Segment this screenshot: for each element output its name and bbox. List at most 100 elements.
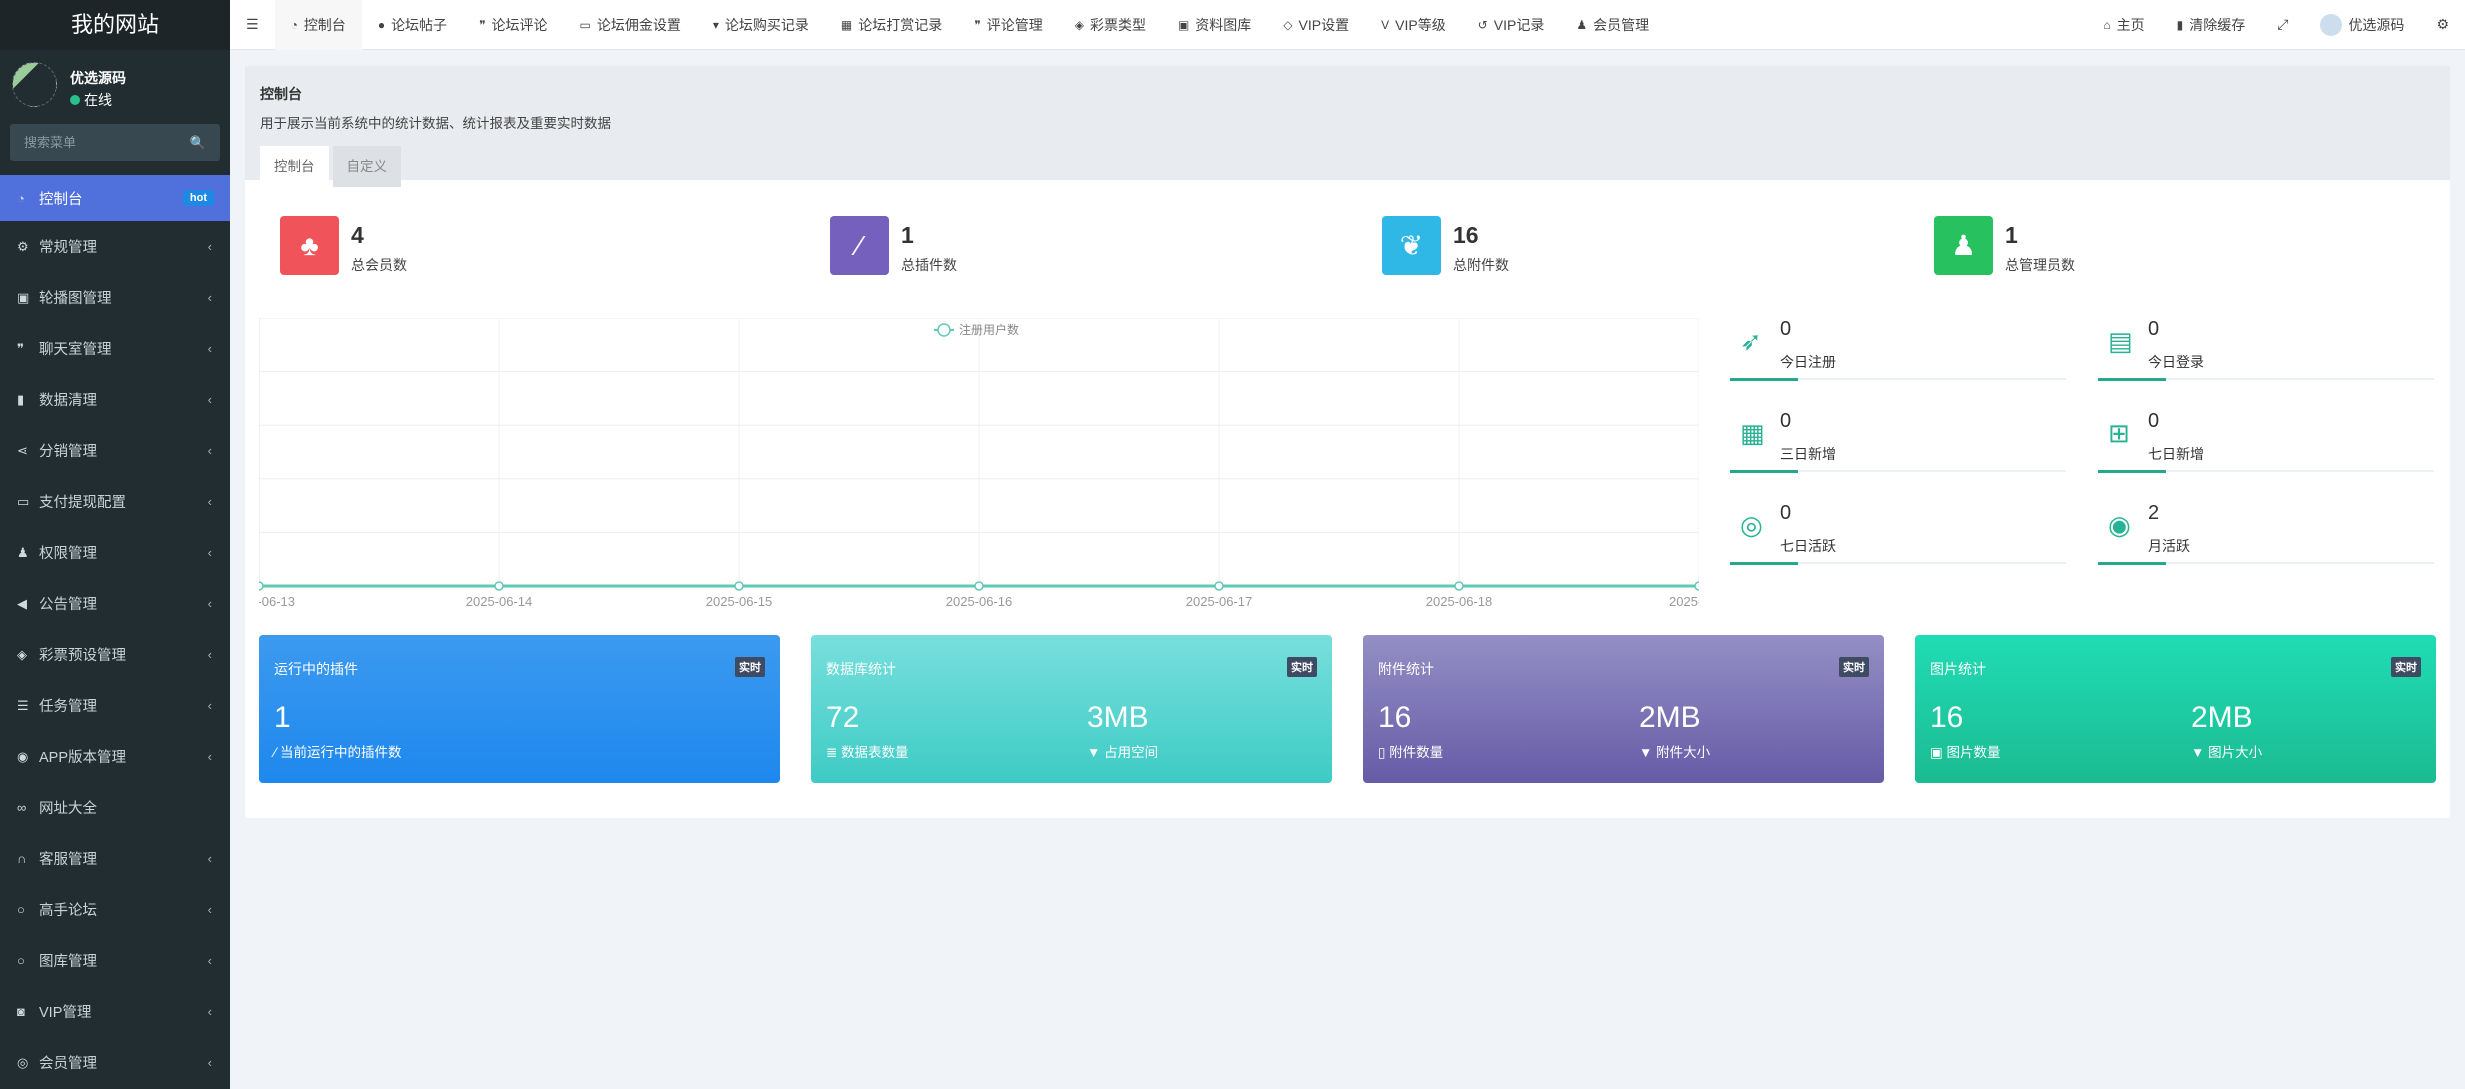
- stat-card: 图片统计 实时 16 ▣ 图片数量 2MB ▼ 图片大小: [1915, 635, 2436, 783]
- menu-toggle-button[interactable]: ☰: [246, 16, 259, 32]
- sidebar-item-label: APP版本管理: [39, 750, 127, 766]
- sidebar-item[interactable]: ▭ 支付提现配置 ‹: [0, 476, 230, 527]
- sidebar-item[interactable]: ◙ VIP管理 ‹: [0, 986, 230, 1037]
- clear-cache-label: 清除缓存: [2189, 16, 2246, 33]
- topnav-tab-label: 会员管理: [1593, 16, 1650, 33]
- sidebar-item-label: 支付提现配置: [39, 495, 126, 511]
- x-tick-label: 2025-06-16: [946, 594, 1013, 609]
- user-status: 在线: [70, 90, 112, 110]
- group-icon: ♟: [17, 544, 29, 560]
- stat-box: ♣ 4 总会员数: [280, 216, 407, 275]
- topnav-tab[interactable]: ◈ 彩票类型: [1059, 0, 1162, 50]
- topnav-tab[interactable]: ↺ VIP记录: [1462, 0, 1561, 50]
- card-label-text: 附件大小: [1656, 745, 1711, 760]
- data-point: [974, 581, 984, 591]
- chevron-left-icon: ‹: [207, 443, 212, 458]
- tab-dashboard[interactable]: 控制台: [260, 146, 329, 187]
- card-label-2: ▼ 占用空间: [1087, 741, 1158, 761]
- topnav-tab[interactable]: V VIP等级: [1365, 0, 1462, 50]
- sidebar-item[interactable]: ◎ 会员管理 ‹: [0, 1037, 230, 1088]
- expand-icon: ⤢: [2277, 16, 2289, 32]
- card-title: 附件统计: [1378, 661, 1434, 677]
- topnav-tab[interactable]: ❞ 论坛评论: [463, 0, 563, 50]
- sidebar-item[interactable]: ▣ 轮播图管理 ‹: [0, 272, 230, 323]
- sidebar-item[interactable]: ◈ 彩票预设管理 ‹: [0, 629, 230, 680]
- sidebar-item[interactable]: ○ 图库管理 ‹: [0, 935, 230, 986]
- clear-cache-button[interactable]: ▮ 清除缓存: [2161, 0, 2262, 50]
- topnav-tab[interactable]: ▣ 资料图库: [1162, 0, 1267, 50]
- topnav-tab-label: VIP等级: [1395, 16, 1446, 33]
- data-point: [259, 581, 264, 591]
- page-tabs: 控制台 自定义: [260, 146, 2435, 187]
- sidebar-item[interactable]: ∞ 网址大全: [0, 782, 230, 833]
- card-value: 1: [274, 701, 291, 734]
- topnav-tab[interactable]: ▾ 论坛购买记录: [697, 0, 825, 50]
- sidebar-item[interactable]: ○ 高手论坛 ‹: [0, 884, 230, 935]
- stat-value: 1: [901, 222, 914, 248]
- trash-icon: ▮: [2176, 17, 2184, 32]
- site-logo[interactable]: 我的网站: [0, 0, 230, 50]
- menu-search-input[interactable]: 搜索菜单 🔍: [10, 124, 220, 161]
- sidebar-item[interactable]: ⋖ 分销管理 ‹: [0, 425, 230, 476]
- stat-text: 1 总插件数: [889, 216, 957, 275]
- chevron-left-icon: ‹: [207, 341, 212, 356]
- database-icon: ≣: [826, 745, 842, 760]
- user-circle-icon: ◎: [1740, 510, 1763, 540]
- page-title: 控制台: [260, 86, 302, 102]
- side-stat-label: 七日新增: [2148, 446, 2204, 462]
- sidebar-item[interactable]: ◔ 控制台 hot: [0, 175, 230, 221]
- sidebar-item-label: 图库管理: [39, 954, 97, 970]
- home-link[interactable]: ⌂ 主页: [2087, 0, 2160, 50]
- link-icon: ∞: [17, 800, 27, 815]
- chevron-left-icon: ‹: [207, 1055, 212, 1070]
- gear-icon: ⚙: [2436, 16, 2449, 32]
- topnav-tab[interactable]: ▦ 论坛打赏记录: [825, 0, 958, 50]
- card-label-text: 当前运行中的插件数: [280, 745, 402, 760]
- card-label: ≣ 数据表数量: [826, 741, 909, 761]
- topnav-tab[interactable]: ◇ VIP设置: [1267, 0, 1365, 50]
- card-label: ⁄ 当前运行中的插件数: [274, 741, 402, 761]
- stat-value: 16: [1453, 222, 1479, 248]
- sidebar-item-label: 客服管理: [39, 852, 97, 868]
- topnav-tab-label: VIP设置: [1298, 16, 1350, 33]
- sidebar-item[interactable]: ❞ 聊天室管理 ‹: [0, 323, 230, 374]
- settings-button[interactable]: ⚙: [2420, 0, 2465, 50]
- stat-card: 运行中的插件 实时 1 ⁄ 当前运行中的插件数: [259, 635, 780, 783]
- topnav-tab[interactable]: ◔ 控制台: [274, 0, 362, 50]
- sidebar-item[interactable]: ▮ 数据清理 ‹: [0, 374, 230, 425]
- side-stat: ⊞ 0 七日新增: [2098, 410, 2434, 490]
- trash-icon: ▮: [17, 391, 25, 407]
- stat-text: 16 总附件数: [1441, 216, 1509, 275]
- chevron-left-icon: ‹: [207, 392, 212, 407]
- sidebar-item[interactable]: ♟ 权限管理 ‹: [0, 527, 230, 578]
- card-label-text: 图片大小: [2208, 745, 2263, 760]
- home-icon: ⌂: [2103, 17, 2111, 32]
- money-icon: ▭: [579, 17, 591, 32]
- card-label-text: 图片数量: [1946, 745, 2001, 760]
- topnav-tab[interactable]: ❞ 评论管理: [958, 0, 1058, 50]
- sidebar-item[interactable]: ◉ APP版本管理 ‹: [0, 731, 230, 782]
- sidebar-item[interactable]: ⚙ 常规管理 ‹: [0, 221, 230, 272]
- side-stat-bar: [1730, 378, 2066, 381]
- data-point: [494, 581, 504, 591]
- topnav-tab[interactable]: ▭ 论坛佣金设置: [564, 0, 697, 50]
- side-stat: ▦ 0 三日新增: [1730, 410, 2066, 490]
- topnav-tab[interactable]: ♟ 会员管理: [1560, 0, 1665, 50]
- sidebar-item[interactable]: ◀ 公告管理 ‹: [0, 578, 230, 629]
- search-icon[interactable]: 🔍: [189, 135, 206, 150]
- card-label-text: 数据表数量: [841, 745, 909, 760]
- sidebar-item[interactable]: ☰ 任务管理 ‹: [0, 680, 230, 731]
- fullscreen-button[interactable]: ⤢: [2261, 0, 2304, 50]
- topnav-tab-label: 论坛打赏记录: [858, 16, 943, 33]
- user-avatar: [2320, 13, 2343, 36]
- topnav-tab[interactable]: ● 论坛帖子: [362, 0, 463, 50]
- topnav-tab-label: 论坛评论: [491, 16, 548, 33]
- filter-icon: ▼: [2191, 745, 2209, 760]
- users-icon: ♣: [280, 216, 339, 275]
- sidebar-item-label: 权限管理: [39, 546, 97, 562]
- side-stat-value: 0: [2148, 410, 2160, 432]
- circle-icon: ○: [17, 953, 25, 968]
- user-menu[interactable]: 优选源码: [2304, 0, 2420, 50]
- tab-custom[interactable]: 自定义: [332, 146, 401, 187]
- sidebar-item[interactable]: ∩ 客服管理 ‹: [0, 833, 230, 884]
